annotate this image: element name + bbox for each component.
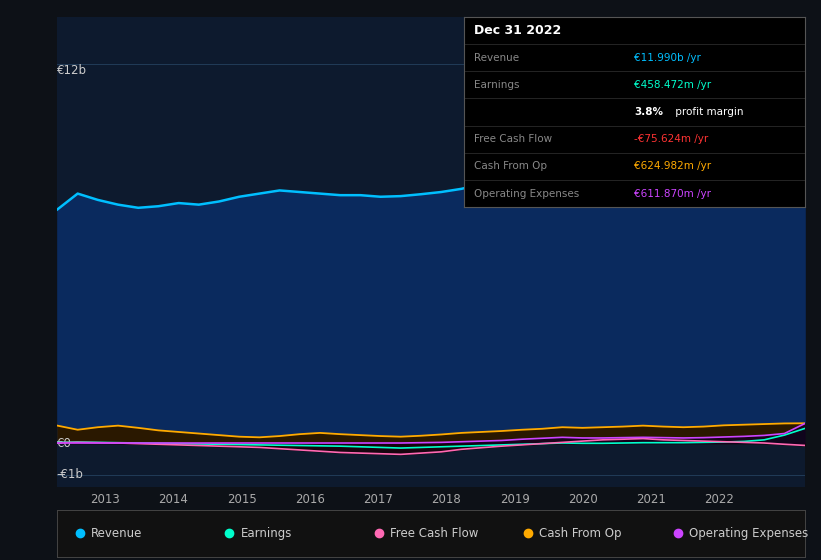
Text: -€1b: -€1b [57, 468, 84, 481]
Text: €0: €0 [57, 436, 71, 450]
Text: €624.982m /yr: €624.982m /yr [635, 161, 711, 171]
Text: 3.8%: 3.8% [635, 107, 663, 117]
Text: profit margin: profit margin [672, 107, 743, 117]
Text: Cash From Op: Cash From Op [539, 527, 621, 540]
Text: Operating Expenses: Operating Expenses [689, 527, 808, 540]
Text: Revenue: Revenue [91, 527, 143, 540]
Text: Free Cash Flow: Free Cash Flow [474, 134, 553, 144]
Text: €458.472m /yr: €458.472m /yr [635, 80, 711, 90]
Text: -€75.624m /yr: -€75.624m /yr [635, 134, 709, 144]
Text: Dec 31 2022: Dec 31 2022 [474, 24, 562, 37]
Text: Earnings: Earnings [241, 527, 292, 540]
Text: Operating Expenses: Operating Expenses [474, 189, 580, 199]
Text: €611.870m /yr: €611.870m /yr [635, 189, 711, 199]
Text: Revenue: Revenue [474, 53, 519, 63]
Text: Free Cash Flow: Free Cash Flow [390, 527, 479, 540]
Text: Cash From Op: Cash From Op [474, 161, 547, 171]
Text: €12b: €12b [57, 64, 87, 77]
Text: Earnings: Earnings [474, 80, 520, 90]
Text: €11.990b /yr: €11.990b /yr [635, 53, 701, 63]
